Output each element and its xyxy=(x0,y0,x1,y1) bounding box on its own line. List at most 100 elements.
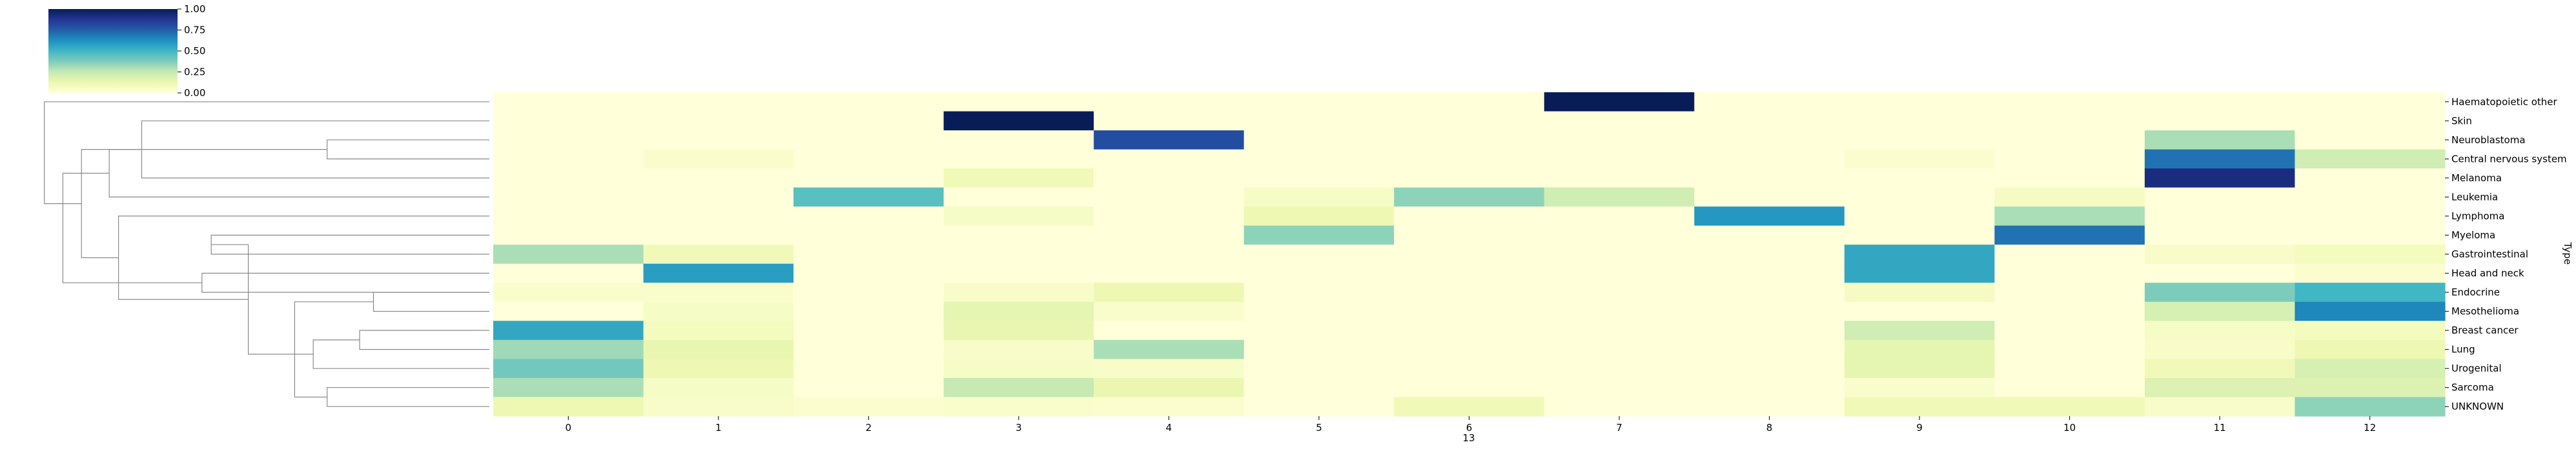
heatmap-cell xyxy=(1694,301,1845,321)
heatmap-cell xyxy=(1844,168,1995,188)
heatmap-cell xyxy=(493,263,644,283)
heatmap-cell xyxy=(1094,283,1245,303)
heatmap-cell xyxy=(943,301,1094,321)
heatmap-cell xyxy=(493,92,644,112)
heatmap-cell xyxy=(2295,92,2446,112)
heatmap-cell xyxy=(793,168,945,188)
heatmap-cell xyxy=(493,397,644,417)
heatmap-cell xyxy=(1394,168,1545,188)
heatmap-cell xyxy=(2144,206,2296,226)
heatmap-cell xyxy=(1844,377,1995,398)
heatmap-cell xyxy=(493,206,644,226)
column-tick-label: 9 xyxy=(1916,422,1923,434)
heatmap-cell xyxy=(1694,283,1845,303)
heatmap-cell xyxy=(2144,263,2296,283)
heatmap-cell xyxy=(943,168,1094,188)
heatmap-cell xyxy=(2144,397,2296,417)
heatmap-cell xyxy=(1994,263,2145,283)
heatmap-cell xyxy=(493,149,644,169)
heatmap-cell xyxy=(2144,301,2296,321)
heatmap-cell xyxy=(2144,359,2296,379)
heatmap-cell xyxy=(1544,149,1695,169)
heatmap-cell xyxy=(2295,244,2446,264)
heatmap-cell xyxy=(1094,225,1245,245)
heatmap-cell xyxy=(1844,225,1995,245)
heatmap-cell xyxy=(1844,130,1995,150)
heatmap-cell xyxy=(1394,339,1545,360)
heatmap-cell xyxy=(1094,301,1245,321)
heatmap-cell xyxy=(1243,339,1395,360)
heatmap-cell xyxy=(1994,301,2145,321)
heatmap-cell xyxy=(1544,206,1695,226)
heatmap-cell xyxy=(1694,130,1845,150)
dendrogram-link xyxy=(327,139,489,159)
heatmap-cell xyxy=(1394,321,1545,341)
heatmap-cell xyxy=(1394,111,1545,131)
heatmap-cell xyxy=(943,283,1094,303)
heatmap-cell xyxy=(1694,359,1845,379)
dendrogram-link xyxy=(118,215,489,300)
heatmap-cell xyxy=(643,397,794,417)
dendrogram-link xyxy=(210,234,489,255)
heatmap-cell xyxy=(793,397,945,417)
column-tick-label: 2 xyxy=(866,422,872,434)
dendrogram-link xyxy=(108,149,489,197)
heatmap-cell xyxy=(1994,283,2145,303)
heatmap-cell xyxy=(1994,187,2145,207)
heatmap-cell xyxy=(1394,263,1545,283)
heatmap-cell xyxy=(643,225,794,245)
heatmap-cell xyxy=(1094,168,1245,188)
heatmap-cell xyxy=(1694,168,1845,188)
heatmap-cell xyxy=(1544,168,1695,188)
heatmap-cell xyxy=(1844,206,1995,226)
heatmap-cell xyxy=(493,244,644,264)
heatmap-cell xyxy=(1844,92,1995,112)
heatmap-cell xyxy=(1694,321,1845,341)
heatmap-cell xyxy=(1243,301,1395,321)
row-label: Neuroblastoma xyxy=(2451,134,2526,146)
heatmap-cell xyxy=(643,149,794,169)
heatmap-cell xyxy=(1394,92,1545,112)
heatmap-cell xyxy=(1243,92,1395,112)
heatmap-cell xyxy=(1844,187,1995,207)
heatmap-cell xyxy=(1394,225,1545,245)
heatmap-cell xyxy=(2295,339,2446,360)
heatmap-cell xyxy=(493,339,644,360)
column-tick-label: 6 xyxy=(1466,422,1473,434)
heatmap-cell xyxy=(1994,225,2145,245)
heatmap-cell xyxy=(2295,149,2446,169)
heatmap-cell xyxy=(2295,206,2446,226)
row-label: Lymphoma xyxy=(2451,210,2504,222)
heatmap-cell xyxy=(2144,111,2296,131)
heatmap-cell xyxy=(1243,206,1395,226)
heatmap-cell xyxy=(643,206,794,226)
heatmap-cell xyxy=(1094,397,1245,417)
heatmap-cell xyxy=(1243,263,1395,283)
heatmap-cell xyxy=(643,111,794,131)
heatmap-cell xyxy=(1243,149,1395,169)
heatmap-cell xyxy=(1544,225,1695,245)
heatmap-cell xyxy=(643,339,794,360)
heatmap-cell xyxy=(1243,397,1395,417)
heatmap-cell xyxy=(1994,377,2145,398)
heatmap-cell xyxy=(1994,111,2145,131)
colorbar-tick-label: 0.00 xyxy=(184,87,205,99)
heatmap-cell xyxy=(1094,149,1245,169)
heatmap-cell xyxy=(1694,206,1845,226)
heatmap-cell xyxy=(1994,321,2145,341)
heatmap-cell xyxy=(1243,225,1395,245)
heatmap-cell xyxy=(1394,149,1545,169)
row-label: Haematopoietic other xyxy=(2451,96,2558,108)
heatmap-cell xyxy=(793,111,945,131)
heatmap-cell xyxy=(1844,321,1995,341)
row-label: Endocrine xyxy=(2451,286,2500,298)
heatmap-cell xyxy=(1694,339,1845,360)
heatmap-cell xyxy=(1394,130,1545,150)
heatmap-cell xyxy=(1243,111,1395,131)
heatmap-cell xyxy=(2295,321,2446,341)
heatmap-cell xyxy=(643,377,794,398)
heatmap-cell xyxy=(643,283,794,303)
column-tick-label: 8 xyxy=(1766,422,1773,434)
heatmap-cell xyxy=(1544,111,1695,131)
heatmap-cell xyxy=(1694,244,1845,264)
